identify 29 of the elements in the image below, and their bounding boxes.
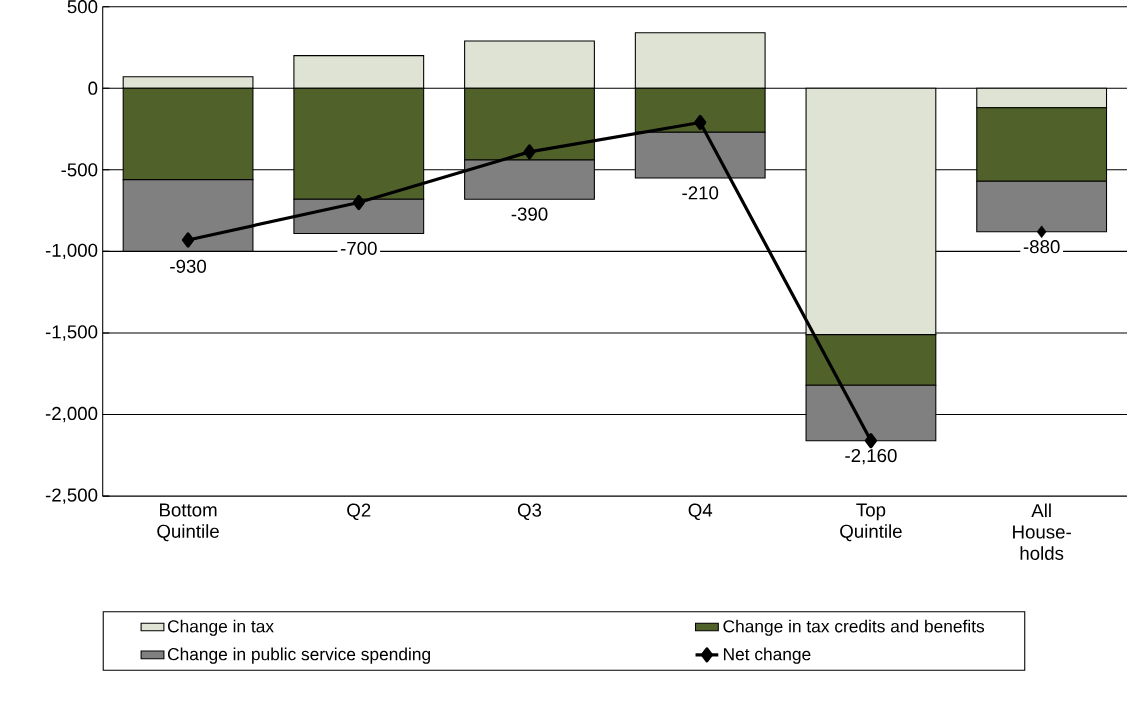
x-tick-label: Q2 [347,503,371,521]
y-tick-label: -2,000 [45,407,98,423]
point [523,144,536,160]
x-tick-label: Bottom Quintile [157,503,219,542]
data-label: -210 [682,186,719,200]
data-label: -2,160 [845,449,897,465]
point [352,195,365,211]
legend-label: Change in tax [167,619,274,637]
data-label: -880 [1023,240,1060,254]
point [181,232,195,248]
x-tick-label: Q4 [688,503,713,521]
y-tick-label: 0 [88,81,98,96]
point [864,433,878,449]
y-tick-label: -1,500 [45,325,98,341]
legend-label: Change in public service spending [167,647,430,664]
point [694,115,707,131]
legend-label: Change in tax credits and benefits [723,619,985,637]
y-tick-label: 500 [67,0,98,14]
x-tick-label: Q3 [517,503,542,521]
y-tick-label: -500 [61,163,98,177]
data-label: -930 [170,259,207,274]
legend-label: Net change [723,647,811,664]
point [1036,225,1047,239]
x-tick-label: Top Quintile [840,503,902,542]
data-label: -390 [511,207,548,221]
y-tick-label: -1,000 [45,243,98,260]
y-tick-label: -2,500 [45,488,98,505]
x-tick-label: All House-holds [1013,503,1071,561]
data-label: -700 [340,241,377,256]
